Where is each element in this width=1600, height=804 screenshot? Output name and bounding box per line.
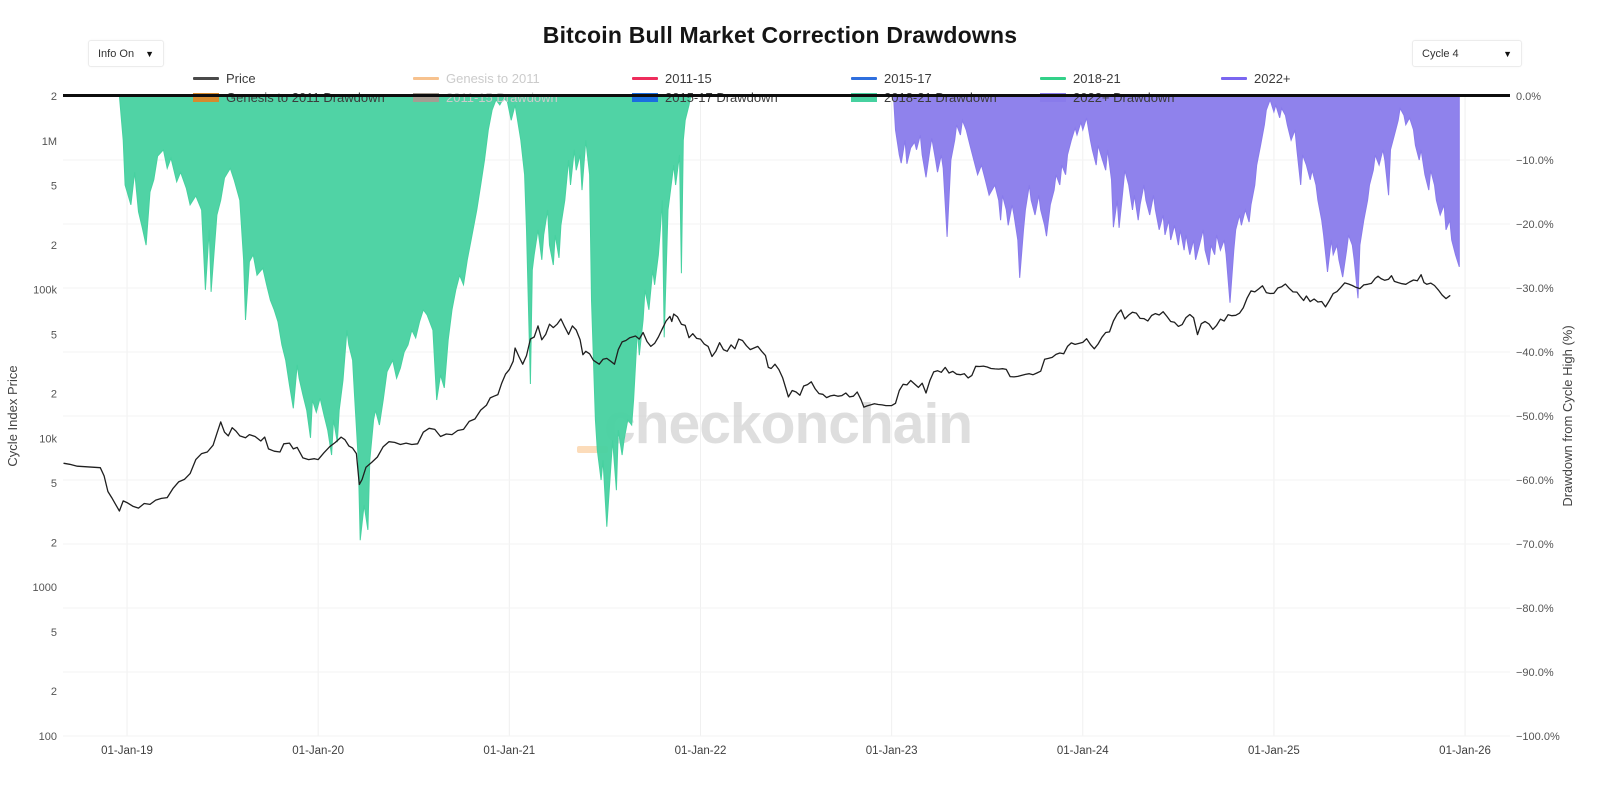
x-tick-label: 01-Jan-19 [101,745,153,757]
legend-item-genesis-to-2011[interactable]: Genesis to 2011 [413,70,540,86]
legend-item-2022-drawdown[interactable]: 2022+ Drawdown [1040,89,1175,105]
x-tick-label: 01-Jan-24 [1057,745,1109,757]
legend-item-price[interactable]: Price [193,70,256,86]
page-title: Bitcoin Bull Market Correction Drawdowns [542,22,1018,48]
legend-swatch-icon [1040,92,1066,102]
y-right-tick-label: −60.0% [1516,475,1554,487]
x-tick-label: 01-Jan-25 [1248,745,1300,757]
y-left-tick-label: 2 [51,389,57,401]
legend-item-label: 2011-15 Drawdown [446,89,558,105]
y-left-tick-label: 1M [42,136,57,148]
legend-item-2015-17[interactable]: 2015-17 [851,70,932,86]
chevron-down-icon: ▼ [1503,48,1512,59]
legend-item-label: 2015-17 Drawdown [665,89,778,105]
y-right-tick-label: 0.0% [1516,91,1541,103]
y-right-tick-label: −80.0% [1516,603,1554,615]
legend-item-2018-21[interactable]: 2018-21 [1040,70,1121,86]
legend-item-label: 2022+ [1254,70,1291,86]
y-right-tick-label: −100.0% [1516,731,1560,743]
legend-item-2022-[interactable]: 2022+ [1221,70,1291,86]
legend-item-2018-21-drawdown[interactable]: 2018-21 Drawdown [851,89,997,105]
legend-swatch-icon [632,76,658,80]
legend-swatch-icon [193,76,219,80]
legend-swatch-icon [413,76,439,80]
y-left-tick-label: 10k [39,433,57,445]
y-left-axis-title: Cycle Index Price [5,365,20,466]
info-dropdown-label: Info On [98,47,135,60]
y-right-tick-label: −50.0% [1516,411,1554,423]
y-right-tick-label: −20.0% [1516,219,1554,231]
legend-swatch-icon [1040,76,1066,80]
y-right-tick-label: −30.0% [1516,283,1554,295]
legend-swatch-icon [851,92,877,102]
legend: Price Genesis to 2011 2011-15 2015-17 2018-2… [0,0,1600,120]
legend-swatch-icon [413,92,439,102]
legend-item-label: Genesis to 2011 Drawdown [226,89,385,105]
y-left-tick-label: 5 [51,181,57,193]
y-left-tick-label: 100k [33,285,57,297]
legend-swatch-icon [851,76,877,80]
legend-item-label: 2022+ Drawdown [1073,89,1175,105]
legend-item-label: Price [226,70,256,86]
legend-item-genesis-to-2011-drawdown[interactable]: Genesis to 2011 Drawdown [193,89,385,105]
legend-swatch-icon [632,92,658,102]
zero-drawdown-baseline [63,94,1510,97]
x-tick-label: 01-Jan-23 [866,745,918,757]
legend-swatch-icon [193,92,219,102]
legend-item-label: 2011-15 [665,70,712,86]
y-right-tick-label: −90.0% [1516,667,1554,679]
cycle-dropdown[interactable]: Cycle 4 ▼ [1412,40,1522,67]
y-left-tick-label: 2 [51,91,57,103]
legend-item-label: 2015-17 [884,70,932,86]
y-left-tick-label: 5 [51,478,57,490]
x-tick-label: 01-Jan-26 [1439,745,1491,757]
area-2022-drawdown [892,95,1460,303]
y-right-tick-label: −40.0% [1516,347,1554,359]
y-right-axis-title: Drawdown from Cycle High (%) [1560,325,1575,506]
y-left-tick-label: 2 [51,537,57,549]
y-right-tick-label: −10.0% [1516,155,1554,167]
cycle-dropdown-label: Cycle 4 [1422,47,1459,60]
legend-item-label: 2018-21 Drawdown [884,89,997,105]
legend-item-2011-15-drawdown[interactable]: 2011-15 Drawdown [413,89,558,105]
y-left-tick-label: 2 [51,240,57,252]
legend-item-2011-15[interactable]: 2011-15 [632,70,712,86]
y-left-tick-label: 5 [51,329,57,341]
legend-item-label: Genesis to 2011 [446,70,540,86]
y-left-tick-label: 5 [51,627,57,639]
legend-item-label: 2018-21 [1073,70,1121,86]
x-tick-label: 01-Jan-20 [292,745,344,757]
chevron-down-icon: ▼ [145,48,154,59]
y-left-tick-label: 2 [51,686,57,698]
legend-item-2015-17-drawdown[interactable]: 2015-17 Drawdown [632,89,778,105]
area-2018-21-drawdown [118,95,692,541]
y-left-tick-label: 100 [39,731,57,743]
y-right-tick-label: −70.0% [1516,539,1554,551]
x-tick-label: 01-Jan-21 [483,745,535,757]
x-tick-label: 01-Jan-22 [675,745,727,757]
legend-swatch-icon [1221,76,1247,80]
info-dropdown[interactable]: Info On ▼ [88,40,164,67]
price-line [63,274,1451,512]
watermark-text: checkonchain [604,392,972,456]
y-left-tick-label: 1000 [33,582,57,594]
